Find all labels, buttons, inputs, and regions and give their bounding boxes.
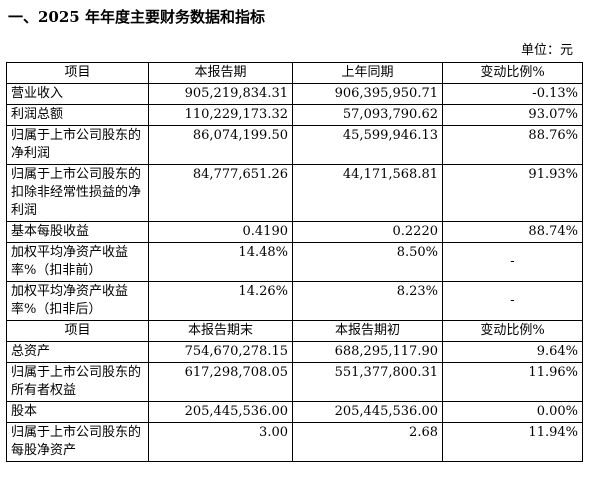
header-prior-period: 上年同期: [292, 62, 443, 84]
table-row: 股本 205,445,536.00 205,445,536.00 0.00%: [6, 401, 583, 423]
header-period-end: 本报告期末: [148, 320, 293, 342]
cell-change: 88.76%: [442, 125, 583, 165]
cell-period-end: 617,298,708.05: [148, 362, 293, 402]
cell-period-start: 688,295,117.90: [292, 341, 443, 363]
cell-current: 14.48%: [148, 242, 293, 282]
table-row: 总资产 754,670,278.15 688,295,117.90 9.64%: [6, 341, 583, 363]
table-row: 加权平均净资产收益率%（扣非前） 14.48% 8.50% -: [6, 242, 583, 282]
header-change-ratio: 变动比例%: [442, 320, 583, 342]
cell-period-end: 754,670,278.15: [148, 341, 293, 363]
cell-current: 905,219,834.31: [148, 83, 293, 105]
cell-period-start: 551,377,800.31: [292, 362, 443, 402]
unit-label: 单位：元: [520, 43, 573, 58]
row-label: 归属于上市公司股东的每股净资产: [6, 422, 149, 462]
cell-change: 11.94%: [442, 422, 583, 462]
row-label: 加权平均净资产收益率%（扣非后）: [6, 281, 149, 321]
cell-period-end: 205,445,536.00: [148, 401, 293, 423]
cell-prior: 0.2220: [292, 221, 443, 243]
cell-prior: 45,599,946.13: [292, 125, 443, 165]
table-row: 营业收入 905,219,834.31 906,395,950.71 -0.13…: [6, 83, 583, 105]
cell-change: -: [442, 281, 583, 321]
cell-prior: 8.50%: [292, 242, 443, 282]
table-row: 归属于上市公司股东的净利润 86,074,199.50 45,599,946.1…: [6, 125, 583, 165]
cell-period-end: 3.00: [148, 422, 293, 462]
header-current-period: 本报告期: [148, 62, 293, 84]
cell-change: 11.96%: [442, 362, 583, 402]
cell-change: -0.13%: [442, 83, 583, 105]
header-period-start: 本报告期初: [292, 320, 443, 342]
cell-change: 93.07%: [442, 104, 583, 126]
financial-table: 项目 本报告期 上年同期 变动比例% 营业收入 905,219,834.31 9…: [6, 62, 583, 462]
cell-period-start: 2.68: [292, 422, 443, 462]
cell-change: 88.74%: [442, 221, 583, 243]
cell-period-start: 205,445,536.00: [292, 401, 443, 423]
table-row: 归属于上市公司股东的所有者权益 617,298,708.05 551,377,8…: [6, 362, 583, 402]
table-row: 加权平均净资产收益率%（扣非后） 14.26% 8.23% -: [6, 281, 583, 321]
cell-prior: 44,171,568.81: [292, 164, 443, 222]
header-item: 项目: [6, 320, 149, 342]
cell-change: 9.64%: [442, 341, 583, 363]
row-label: 基本每股收益: [6, 221, 149, 243]
cell-change: -: [442, 242, 583, 282]
row-label: 利润总额: [6, 104, 149, 126]
cell-current: 14.26%: [148, 281, 293, 321]
table-header-row: 项目 本报告期末 本报告期初 变动比例%: [6, 320, 583, 342]
cell-change: 0.00%: [442, 401, 583, 423]
cell-prior: 8.23%: [292, 281, 443, 321]
cell-change: 91.93%: [442, 164, 583, 222]
header-change-ratio: 变动比例%: [442, 62, 583, 84]
cell-prior: 906,395,950.71: [292, 83, 443, 105]
header-item: 项目: [6, 62, 149, 84]
cell-prior: 57,093,790.62: [292, 104, 443, 126]
table-row: 归属于上市公司股东的扣除非经常性损益的净利润 84,777,651.26 44,…: [6, 164, 583, 222]
table-row: 基本每股收益 0.4190 0.2220 88.74%: [6, 221, 583, 243]
row-label: 营业收入: [6, 83, 149, 105]
cell-current: 84,777,651.26: [148, 164, 293, 222]
row-label: 归属于上市公司股东的净利润: [6, 125, 149, 165]
table-row: 利润总额 110,229,173.32 57,093,790.62 93.07%: [6, 104, 583, 126]
row-label: 总资产: [6, 341, 149, 363]
row-label: 加权平均净资产收益率%（扣非前）: [6, 242, 149, 282]
cell-current: 0.4190: [148, 221, 293, 243]
table-row: 归属于上市公司股东的每股净资产 3.00 2.68 11.94%: [6, 422, 583, 462]
cell-current: 86,074,199.50: [148, 125, 293, 165]
row-label: 归属于上市公司股东的所有者权益: [6, 362, 149, 402]
table-header-row: 项目 本报告期 上年同期 变动比例%: [6, 62, 583, 84]
section-title: 一、2025 年年度主要财务数据和指标: [8, 8, 265, 26]
cell-current: 110,229,173.32: [148, 104, 293, 126]
row-label: 股本: [6, 401, 149, 423]
row-label: 归属于上市公司股东的扣除非经常性损益的净利润: [6, 164, 149, 222]
